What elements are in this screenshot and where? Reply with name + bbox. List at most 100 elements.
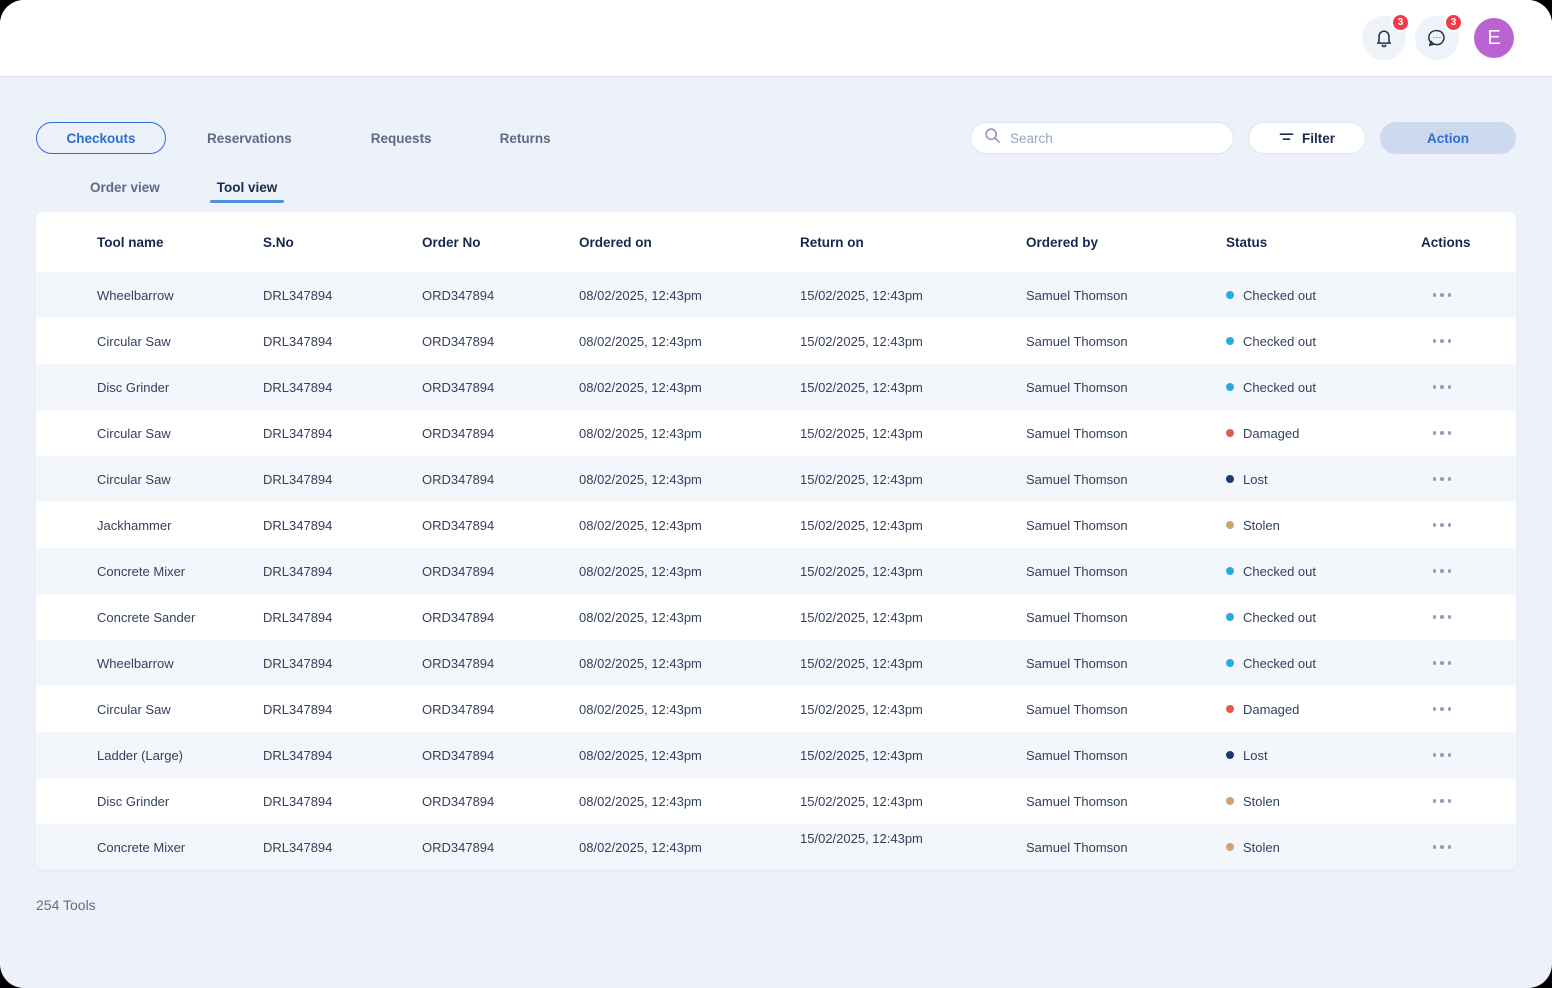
cell-status: Checked out — [1226, 380, 1385, 395]
table-row: Jackhammer DRL347894 ORD347894 08/02/202… — [36, 502, 1516, 548]
cell-status: Checked out — [1226, 656, 1385, 671]
status-dot — [1226, 429, 1234, 437]
cell-order-no: ORD347894 — [422, 747, 495, 763]
messages-button[interactable]: 3 — [1415, 13, 1463, 60]
cell-return-on: 15/02/2025, 12:43pm — [800, 793, 923, 809]
column-header-status: Status — [1226, 234, 1268, 250]
tab-requests[interactable]: Requests — [370, 130, 432, 146]
ellipsis-icon — [1432, 615, 1437, 619]
cell-ordered-by: Samuel Thomson — [1026, 747, 1128, 763]
ellipsis-icon — [1432, 431, 1437, 435]
cell-ordered-on: 08/02/2025, 12:43pm — [579, 839, 702, 855]
status-label: Checked out — [1243, 655, 1316, 671]
search-input[interactable] — [1010, 130, 1221, 146]
table-row: Ladder (Large) DRL347894 ORD347894 08/02… — [36, 732, 1516, 778]
row-actions-menu-button[interactable] — [1423, 283, 1461, 307]
filter-icon — [1279, 131, 1294, 146]
cell-ordered-on: 08/02/2025, 12:43pm — [579, 701, 702, 717]
cell-serial-no: DRL347894 — [263, 563, 333, 579]
row-actions-menu-button[interactable] — [1423, 789, 1461, 813]
ellipsis-icon — [1432, 339, 1437, 343]
cell-tool-name: Disc Grinder — [97, 793, 170, 809]
ellipsis-icon — [1432, 523, 1437, 527]
cell-ordered-on: 08/02/2025, 12:43pm — [579, 793, 702, 809]
subtab-order-view[interactable]: Order view — [90, 180, 160, 203]
cell-status: Stolen — [1226, 840, 1385, 855]
cell-ordered-by: Samuel Thomson — [1026, 839, 1128, 855]
search-icon — [984, 127, 1010, 149]
cell-status: Damaged — [1226, 702, 1385, 717]
row-actions-menu-button[interactable] — [1423, 329, 1461, 353]
column-header-serial-no: S.No — [263, 234, 294, 250]
ellipsis-icon — [1432, 293, 1437, 297]
row-actions-menu-button[interactable] — [1423, 651, 1461, 675]
row-actions-menu-button[interactable] — [1423, 559, 1461, 583]
filter-button[interactable]: Filter — [1248, 122, 1366, 154]
filter-label: Filter — [1301, 130, 1335, 146]
status-dot — [1226, 705, 1234, 713]
cell-ordered-by: Samuel Thomson — [1026, 471, 1128, 487]
row-actions-menu-button[interactable] — [1423, 605, 1461, 629]
subtab-tool-view[interactable]: Tool view — [209, 180, 284, 203]
status-label: Stolen — [1243, 793, 1280, 809]
cell-ordered-by: Samuel Thomson — [1026, 701, 1128, 717]
ellipsis-icon — [1432, 385, 1437, 389]
cell-serial-no: DRL347894 — [263, 747, 333, 763]
column-header-order-no: Order No — [422, 234, 481, 250]
cell-ordered-on: 08/02/2025, 12:43pm — [579, 471, 702, 487]
cell-order-no: ORD347894 — [422, 425, 495, 441]
status-label: Lost — [1243, 471, 1268, 487]
cell-ordered-by: Samuel Thomson — [1026, 517, 1128, 533]
row-actions-menu-button[interactable] — [1423, 421, 1461, 445]
cell-tool-name: Concrete Sander — [97, 609, 196, 625]
user-avatar[interactable]: E — [1474, 18, 1514, 58]
ellipsis-icon — [1432, 845, 1437, 849]
row-actions-menu-button[interactable] — [1423, 743, 1461, 767]
cell-return-on: 15/02/2025, 12:43pm — [800, 830, 923, 846]
cell-serial-no: DRL347894 — [263, 471, 333, 487]
cell-ordered-on: 08/02/2025, 12:43pm — [579, 517, 702, 533]
status-label: Checked out — [1243, 563, 1316, 579]
cell-return-on: 15/02/2025, 12:43pm — [800, 609, 923, 625]
cell-tool-name: Circular Saw — [97, 333, 171, 349]
table-body: Wheelbarrow DRL347894 ORD347894 08/02/20… — [36, 272, 1516, 870]
status-dot — [1226, 475, 1234, 483]
column-header-actions: Actions — [1421, 234, 1471, 250]
cell-order-no: ORD347894 — [422, 609, 495, 625]
action-button[interactable]: Action — [1380, 122, 1516, 154]
status-dot — [1226, 337, 1234, 345]
cell-tool-name: Ladder (Large) — [97, 747, 183, 763]
row-actions-menu-button[interactable] — [1423, 697, 1461, 721]
row-actions-menu-button[interactable] — [1423, 835, 1461, 859]
table-row: Concrete Mixer DRL347894 ORD347894 08/02… — [36, 824, 1516, 870]
cell-status: Stolen — [1226, 794, 1385, 809]
status-dot — [1226, 797, 1234, 805]
status-label: Damaged — [1243, 701, 1300, 717]
cell-status: Checked out — [1226, 610, 1385, 625]
status-label: Checked out — [1243, 379, 1316, 395]
cell-ordered-by: Samuel Thomson — [1026, 655, 1128, 671]
row-actions-menu-button[interactable] — [1423, 513, 1461, 537]
cell-return-on: 15/02/2025, 12:43pm — [800, 655, 923, 671]
status-dot — [1226, 751, 1234, 759]
status-label: Lost — [1243, 747, 1268, 763]
tab-checkouts[interactable]: Checkouts — [36, 122, 166, 154]
table-row: Concrete Sander DRL347894 ORD347894 08/0… — [36, 594, 1516, 640]
cell-ordered-by: Samuel Thomson — [1026, 287, 1128, 303]
ellipsis-icon — [1432, 707, 1437, 711]
cell-return-on: 15/02/2025, 12:43pm — [800, 701, 923, 717]
table-row: Wheelbarrow DRL347894 ORD347894 08/02/20… — [36, 272, 1516, 318]
tab-reservations[interactable]: Reservations — [207, 130, 292, 146]
cell-order-no: ORD347894 — [422, 839, 495, 855]
cell-serial-no: DRL347894 — [263, 655, 333, 671]
cell-return-on: 15/02/2025, 12:43pm — [800, 379, 923, 395]
tab-returns[interactable]: Returns — [499, 130, 551, 146]
cell-ordered-on: 08/02/2025, 12:43pm — [579, 747, 702, 763]
cell-ordered-on: 08/02/2025, 12:43pm — [579, 379, 702, 395]
row-actions-menu-button[interactable] — [1423, 375, 1461, 399]
cell-status: Checked out — [1226, 334, 1385, 349]
cell-tool-name: Wheelbarrow — [97, 655, 174, 671]
notifications-button[interactable]: 3 — [1362, 13, 1410, 60]
row-actions-menu-button[interactable] — [1423, 467, 1461, 491]
tool-count-label: 254 Tools — [36, 897, 96, 913]
